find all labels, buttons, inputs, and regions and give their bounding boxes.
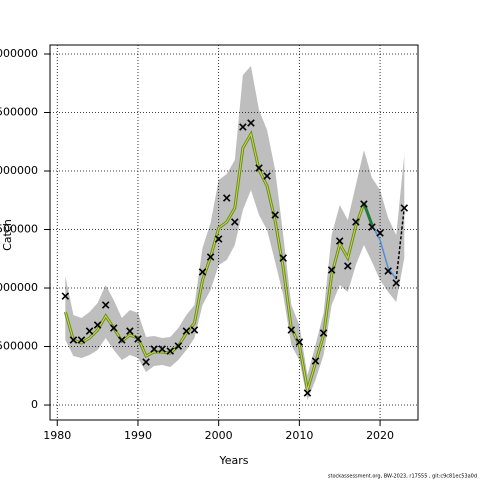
x-tick-label: 2000 bbox=[205, 429, 233, 442]
footnote: stockassessment.org, BW-2023, r17555 , g… bbox=[328, 474, 477, 480]
observed-point bbox=[85, 327, 94, 335]
observed-point bbox=[295, 338, 304, 346]
y-tick-label: 2000000 bbox=[0, 164, 38, 177]
observed-point bbox=[271, 211, 279, 219]
y-tick-label: 0 bbox=[31, 398, 38, 411]
observed-point bbox=[134, 335, 142, 343]
observed-point bbox=[166, 347, 175, 355]
fit-line bbox=[371, 224, 397, 280]
observed-point bbox=[142, 358, 150, 366]
observed-point bbox=[158, 345, 166, 353]
observed-point bbox=[327, 266, 336, 274]
observed-point bbox=[174, 342, 183, 350]
observed-point bbox=[214, 235, 223, 243]
observed-point bbox=[231, 218, 239, 226]
observed-point bbox=[182, 327, 191, 335]
observed-point bbox=[247, 119, 255, 127]
observed-point bbox=[109, 324, 118, 332]
observed-point bbox=[101, 301, 110, 309]
observed-point bbox=[384, 267, 392, 275]
observed-point bbox=[360, 200, 368, 208]
observed-point bbox=[206, 253, 215, 261]
observed-point bbox=[344, 262, 352, 270]
observed-point bbox=[303, 389, 312, 397]
x-tick-label: 1980 bbox=[43, 429, 71, 442]
observed-point bbox=[150, 345, 158, 353]
observed-point bbox=[126, 327, 134, 335]
x-tick-label: 2020 bbox=[366, 429, 394, 442]
x-tick-label: 2010 bbox=[285, 429, 313, 442]
observed-point bbox=[400, 204, 409, 212]
observed-point bbox=[61, 292, 70, 300]
x-tick-label: 1990 bbox=[124, 429, 152, 442]
observed-point bbox=[118, 336, 126, 344]
observed-point bbox=[319, 329, 328, 337]
plot-frame bbox=[49, 44, 419, 421]
confidence-band bbox=[65, 66, 405, 400]
observed-point bbox=[77, 336, 86, 344]
observed-point bbox=[93, 321, 102, 329]
y-axis-label: Catch bbox=[1, 219, 14, 251]
observed-point bbox=[263, 172, 271, 180]
observed-point bbox=[368, 223, 376, 231]
y-tick-label: 3000000 bbox=[0, 47, 38, 60]
fit-line bbox=[362, 202, 374, 226]
observed-point bbox=[352, 218, 360, 226]
observed-point bbox=[222, 194, 231, 202]
observed-point bbox=[198, 268, 207, 276]
observed-point bbox=[255, 164, 263, 172]
x-axis-label: Years bbox=[218, 454, 248, 467]
fit-line bbox=[395, 207, 406, 280]
y-tick-label: 500000 bbox=[0, 340, 38, 353]
observed-point bbox=[311, 357, 320, 365]
y-tick-label: 2500000 bbox=[0, 106, 38, 119]
observed-point bbox=[190, 326, 199, 334]
observed-point bbox=[335, 237, 344, 245]
observed-point bbox=[279, 254, 287, 262]
y-tick-label: 1500000 bbox=[0, 223, 38, 236]
observed-point bbox=[69, 336, 78, 344]
observed-point bbox=[392, 279, 400, 287]
observed-point bbox=[287, 326, 296, 334]
observed-point bbox=[376, 229, 384, 237]
y-tick-label: 1000000 bbox=[0, 281, 38, 294]
observed-point bbox=[239, 123, 247, 131]
